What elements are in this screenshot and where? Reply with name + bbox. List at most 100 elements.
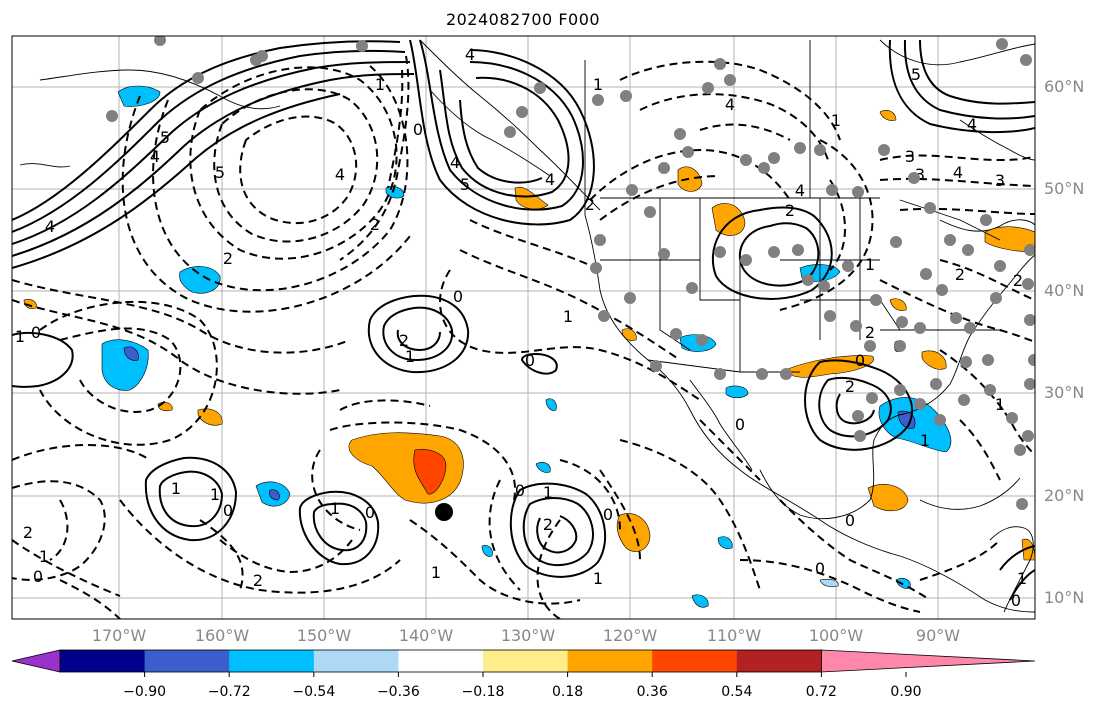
- station-dot: [842, 260, 854, 272]
- station-dot: [598, 310, 610, 322]
- positive-contours: [12, 39, 1035, 601]
- station-dot: [792, 244, 804, 256]
- contour-label: 1: [831, 111, 841, 130]
- station-dot: [850, 320, 862, 332]
- contour-label: 2: [253, 571, 263, 590]
- contour-label: 2: [370, 215, 380, 234]
- station-dot: [920, 268, 932, 280]
- station-dot: [962, 244, 974, 256]
- colorbar: [11, 649, 1036, 677]
- weather-map: 4545424450421144213325434102110202012100…: [11, 35, 1036, 620]
- red-patch: [413, 449, 447, 495]
- contour-label: 1: [563, 307, 573, 326]
- negative-contours: [12, 55, 1035, 619]
- contour-label: 1: [330, 499, 340, 518]
- blue-patch: [269, 489, 280, 501]
- contour-label: 2: [865, 323, 875, 342]
- station-dot: [1006, 412, 1018, 424]
- station-dot: [256, 50, 268, 62]
- lightblue-patch: [819, 578, 839, 588]
- colorbar-segment: [313, 650, 399, 672]
- orange-patch: [616, 513, 651, 552]
- orange-patch: [984, 226, 1035, 253]
- station-dot: [644, 206, 656, 218]
- lat-label: 50°N: [1044, 179, 1085, 198]
- station-dot: [982, 354, 994, 366]
- colorbar-segment: [144, 650, 230, 672]
- contour-label: 0: [365, 503, 375, 522]
- colorbar-segment: [60, 650, 146, 672]
- station-dot: [650, 360, 662, 372]
- contour-label: 4: [450, 153, 460, 172]
- station-dot: [516, 106, 528, 118]
- lat-label: 20°N: [1044, 486, 1085, 505]
- station-dot: [914, 398, 926, 410]
- station-dot: [994, 260, 1006, 272]
- station-dot: [878, 144, 890, 156]
- station-dot: [780, 368, 792, 380]
- contour-label: 0: [31, 323, 41, 342]
- colorbar-tick-label: 0.54: [721, 684, 753, 700]
- lon-label: 90°W: [915, 626, 961, 645]
- contour-label: 4: [725, 95, 735, 114]
- lon-label: 170°W: [91, 626, 147, 645]
- station-dot: [768, 246, 780, 258]
- contour-label: 0: [855, 351, 865, 370]
- station-dot: [356, 40, 368, 52]
- station-dot: [934, 414, 946, 426]
- colorbar-extend-min: [11, 649, 61, 673]
- lat-label: 40°N: [1044, 281, 1085, 300]
- station-dot: [984, 384, 996, 396]
- contour-label: 1: [593, 75, 603, 94]
- orange-patch: [711, 203, 746, 236]
- lon-label: 160°W: [194, 626, 250, 645]
- contour-label: 0: [515, 481, 525, 500]
- colorbar-extend-max: [821, 649, 1036, 673]
- contour-label: 0: [845, 511, 855, 530]
- colorbar-segment: [229, 650, 315, 672]
- station-dots: [106, 36, 1035, 510]
- station-dot: [670, 328, 682, 340]
- station-dot: [758, 162, 770, 174]
- contour-label: 2: [785, 201, 795, 220]
- colorbar-segment: [567, 650, 653, 672]
- contour-label: 3: [905, 147, 915, 166]
- contour-label: 0: [33, 567, 43, 586]
- station-dot: [818, 280, 830, 292]
- contour-label: 4: [953, 163, 963, 182]
- contour-label: 4: [335, 165, 345, 184]
- station-dot: [534, 82, 546, 94]
- station-dot: [924, 202, 936, 214]
- colorbar-segment: [736, 650, 822, 672]
- station-dot: [814, 144, 826, 156]
- contour-label: 1: [920, 431, 930, 450]
- blue-patch: [717, 536, 733, 549]
- station-dot: [1024, 314, 1035, 326]
- contour-label: 1: [431, 563, 441, 582]
- station-dot: [1024, 244, 1035, 256]
- contour-label: 3: [915, 165, 925, 184]
- blue-patch: [123, 346, 139, 361]
- station-dot: [756, 368, 768, 380]
- station-dot: [724, 74, 736, 86]
- station-dot: [1020, 54, 1032, 66]
- station-dot: [1022, 430, 1034, 442]
- orange-patch: [677, 166, 703, 192]
- colorbar-tick-label: −0.36: [376, 684, 420, 700]
- station-dot: [1016, 498, 1028, 510]
- colorbar-tick-label: 0.18: [552, 684, 584, 700]
- station-dot: [714, 368, 726, 380]
- station-dot: [852, 186, 864, 198]
- station-dot: [802, 274, 814, 286]
- station-dot: [824, 310, 836, 322]
- station-dot: [740, 154, 752, 166]
- station-dot: [1022, 278, 1034, 290]
- contour-label: 5: [460, 175, 470, 194]
- contour-label: 1: [865, 255, 875, 274]
- contour-label: 1: [171, 479, 181, 498]
- blue-patch: [179, 266, 221, 294]
- colorbar-tick-label: 0.36: [636, 684, 668, 700]
- colorbar-outline: [59, 649, 822, 673]
- station-dot: [894, 340, 906, 352]
- contour-label: 1: [210, 485, 220, 504]
